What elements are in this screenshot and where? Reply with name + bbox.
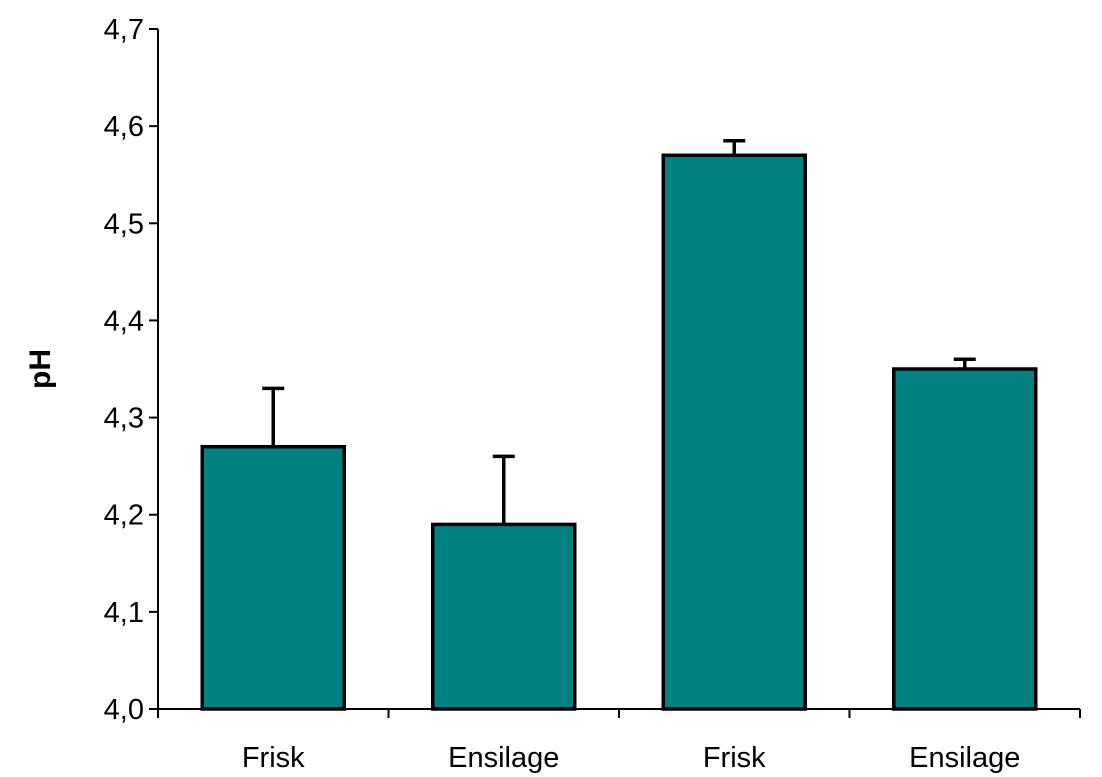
y-axis-title: pH — [24, 349, 57, 389]
y-tick-label: 4,2 — [104, 500, 144, 532]
x-tick-labels: Frisk Ensilage Frisk Ensilage — [242, 742, 1021, 774]
x-tick-label: Frisk — [242, 742, 305, 774]
y-tick-label: 4,3 — [104, 403, 144, 435]
x-tick-label: Ensilage — [909, 742, 1020, 774]
bar — [661, 153, 807, 711]
y-tick-label: 4,7 — [104, 14, 144, 46]
bar — [892, 367, 1038, 711]
y-tick-label: 4,1 — [104, 597, 144, 629]
bar — [431, 522, 577, 711]
bar — [200, 444, 346, 711]
y-ticks: 4,0 4,1 4,2 4,3 4,4 4,5 4,6 4,7 — [104, 14, 158, 726]
bars — [200, 153, 1038, 711]
y-tick-label: 4,5 — [104, 208, 144, 240]
x-tick-label: Ensilage — [448, 742, 559, 774]
y-tick-label: 4,6 — [104, 111, 144, 143]
x-tick-label: Frisk — [703, 742, 766, 774]
y-tick-label: 4,4 — [104, 305, 144, 337]
y-tick-label: 4,0 — [104, 694, 144, 726]
error-bars — [262, 138, 976, 525]
